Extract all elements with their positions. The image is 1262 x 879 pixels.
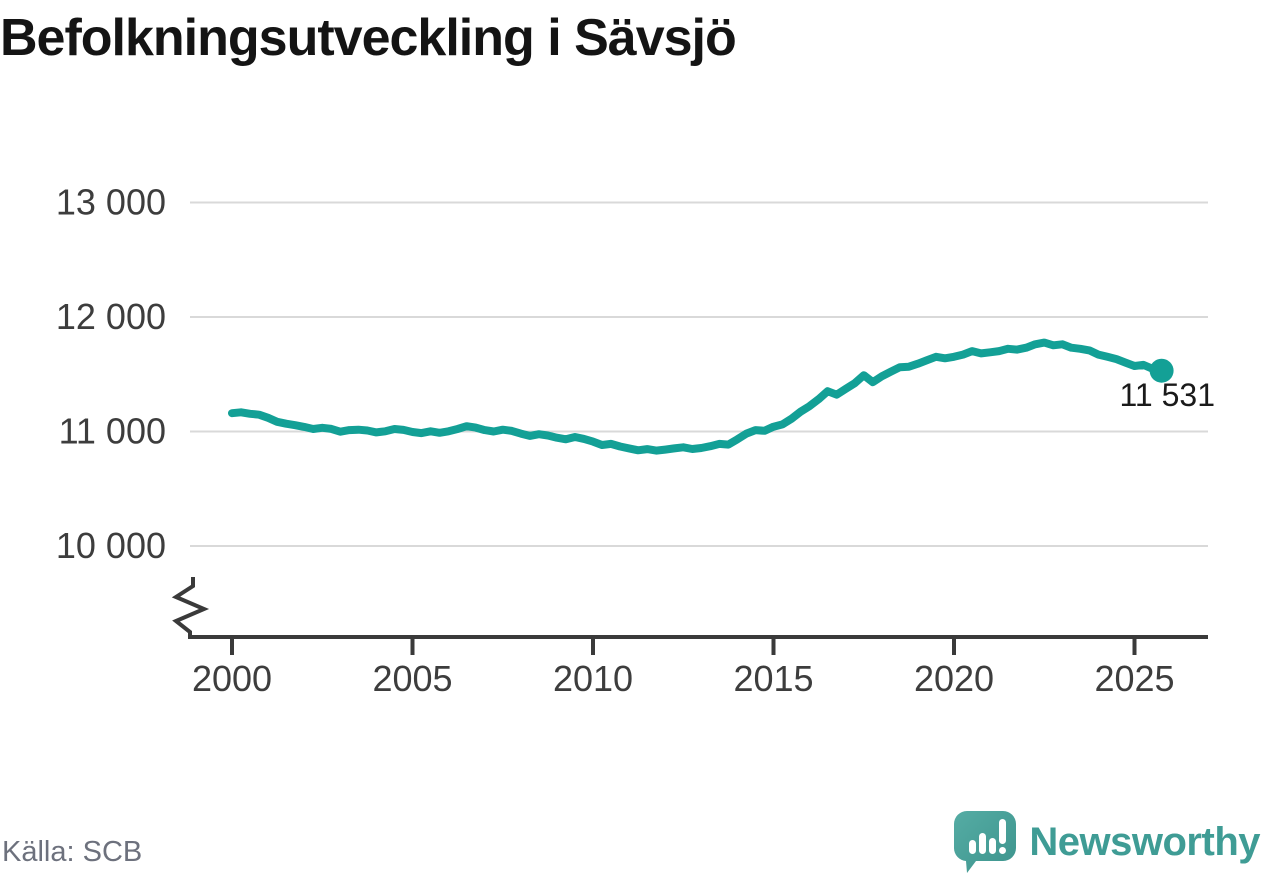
y-axis-tick-label: 13 000 [56, 182, 166, 223]
y-axis-tick-labels: 13 000 12 000 11 000 10 000 [56, 182, 166, 567]
newsworthy-logo-text: Newsworthy [1029, 820, 1260, 864]
y-axis-tick-label: 11 000 [59, 411, 166, 452]
source-label: Källa: SCB [2, 836, 143, 868]
bar-chart-bar-1 [969, 840, 977, 854]
x-axis-tick-label: 2005 [372, 658, 452, 699]
series-end-value-label: 11 531 [1120, 377, 1216, 413]
x-axis-ticks [230, 637, 1137, 655]
newsworthy-logo-icon [954, 811, 1017, 873]
x-axis-tick-label: 2025 [1094, 658, 1174, 699]
population-series-line [228, 338, 1166, 455]
x-axis-tick-label: 2010 [553, 658, 633, 699]
x-axis-tick-label: 2020 [914, 658, 994, 699]
newsworthy-logo: Newsworthy [954, 811, 1260, 873]
bar-chart-bar-2 [979, 833, 987, 854]
x-axis-tick-label: 2015 [733, 658, 813, 699]
y-axis-tick-label: 10 000 [56, 525, 166, 566]
exclamation-bar-icon [999, 819, 1007, 844]
bar-chart-bar-3 [989, 838, 997, 854]
x-axis-tick-label: 2000 [192, 658, 272, 699]
y-axis-tick-label: 12 000 [56, 296, 166, 337]
x-axis-tick-labels: 2000 2005 2010 2015 2020 2025 [192, 658, 1175, 699]
y-axis-break-icon [171, 577, 210, 639]
exclamation-dot-icon [999, 847, 1007, 854]
series-end-dot [1149, 358, 1174, 383]
page-title: Befolkningsutveckling i Sävsjö [0, 9, 737, 67]
gridlines [190, 201, 1208, 547]
